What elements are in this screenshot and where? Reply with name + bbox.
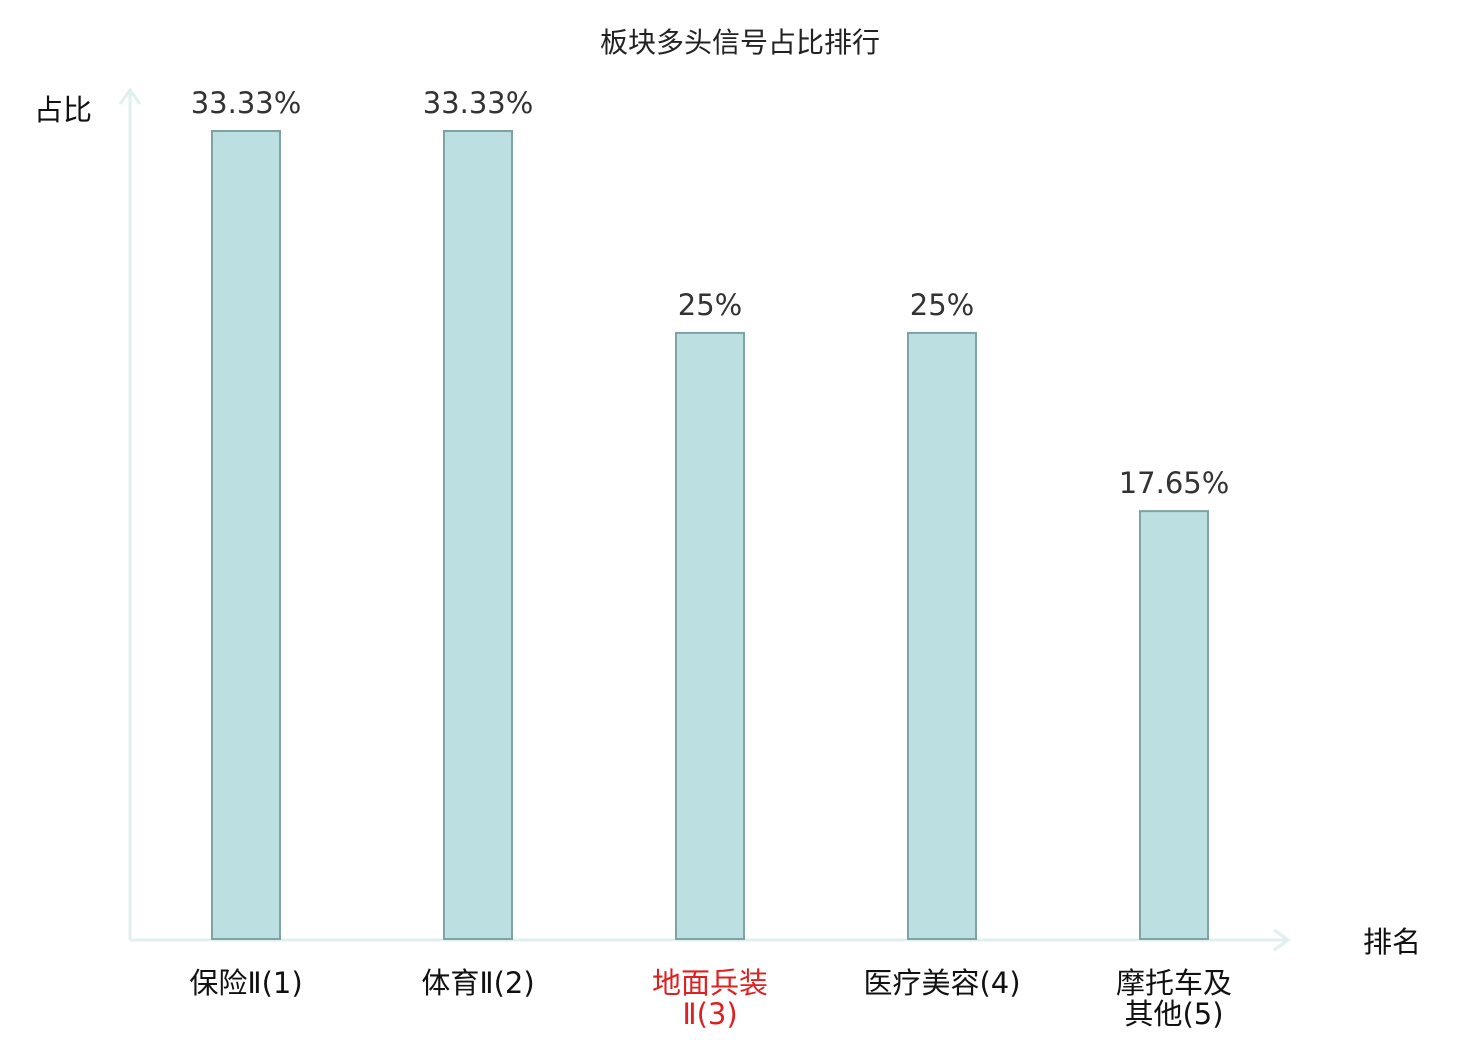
value-label: 17.65% <box>1119 466 1230 500</box>
y-axis-title: 占比 <box>34 93 92 127</box>
category-label: 摩托车及 <box>1116 966 1232 1000</box>
bar <box>211 130 281 940</box>
bar <box>907 331 977 940</box>
bar <box>1139 510 1209 940</box>
category-label: Ⅱ(3) <box>682 997 737 1031</box>
value-label: 33.33% <box>191 86 302 120</box>
chart-title: 板块多头信号占比排行 <box>600 26 880 59</box>
category-label: 保险Ⅱ(1) <box>189 966 302 1000</box>
value-label: 25% <box>678 288 742 322</box>
value-label: 33.33% <box>423 86 534 120</box>
bar <box>443 130 513 940</box>
category-label: 地面兵装 <box>652 966 768 1000</box>
x-axis-title: 排名 <box>1363 925 1421 959</box>
category-label: 体育Ⅱ(2) <box>421 966 534 1000</box>
value-label: 25% <box>910 288 974 322</box>
bar <box>675 331 745 940</box>
y-axis-arrow <box>118 87 142 105</box>
category-label: 医疗美容(4) <box>863 966 1020 1000</box>
value-labels-group: 33.33% 33.33% 25% 25% 17.65% <box>191 86 1230 500</box>
bars-group <box>211 130 1209 940</box>
category-label: 其他(5) <box>1124 997 1223 1031</box>
x-axis-arrow <box>1273 928 1291 952</box>
